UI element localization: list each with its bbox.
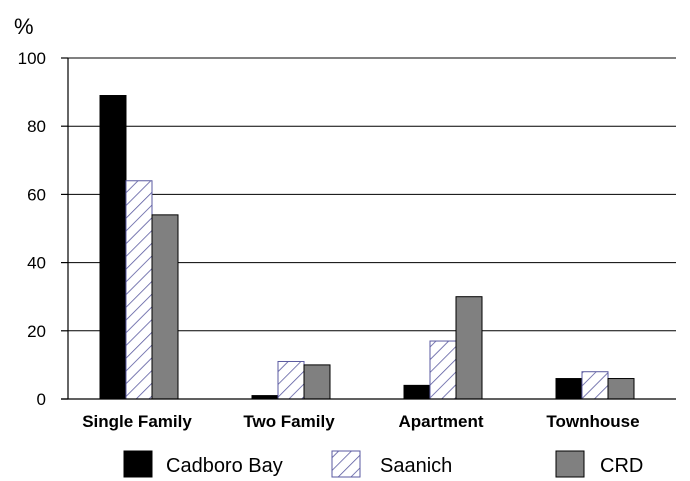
bar-crd xyxy=(151,214,179,400)
y-tick-label: 60 xyxy=(27,185,46,204)
y-tick-label: 20 xyxy=(27,322,46,341)
bar-saanich xyxy=(429,340,457,400)
y-tick-label: 100 xyxy=(18,49,46,68)
x-category-label: Single Family xyxy=(82,412,192,431)
legend-swatch xyxy=(123,450,153,478)
y-tick-label: 80 xyxy=(27,117,46,136)
bar-crd xyxy=(303,364,331,400)
x-category-label: Two Family xyxy=(243,412,335,431)
bar-cadboro-bay xyxy=(99,95,127,400)
bar-saanich xyxy=(125,180,153,400)
x-category-label: Townhouse xyxy=(546,412,639,431)
legend-swatch xyxy=(555,450,585,478)
y-axis-unit-label: % xyxy=(14,14,34,39)
legend-label: Cadboro Bay xyxy=(166,455,283,477)
bar-crd xyxy=(455,296,483,400)
bar-crd xyxy=(607,378,635,400)
y-tick-label: 0 xyxy=(37,390,46,409)
x-axis-labels: Single Family Two Family Apartment Townhous… xyxy=(82,412,639,431)
legend: Cadboro Bay Saanich CRD xyxy=(123,450,643,478)
bar-cadboro-bay xyxy=(555,378,583,400)
bar-saanich xyxy=(277,360,305,400)
y-axis-ticks: 0 20 40 60 80 100 xyxy=(18,49,68,409)
bars xyxy=(99,95,635,400)
bar-cadboro-bay xyxy=(403,384,431,400)
bar-saanich xyxy=(581,371,609,400)
legend-label: CRD xyxy=(600,455,643,477)
legend-label: Saanich xyxy=(380,455,452,477)
y-tick-label: 40 xyxy=(27,254,46,273)
x-category-label: Apartment xyxy=(398,412,483,431)
legend-swatch xyxy=(331,450,361,478)
